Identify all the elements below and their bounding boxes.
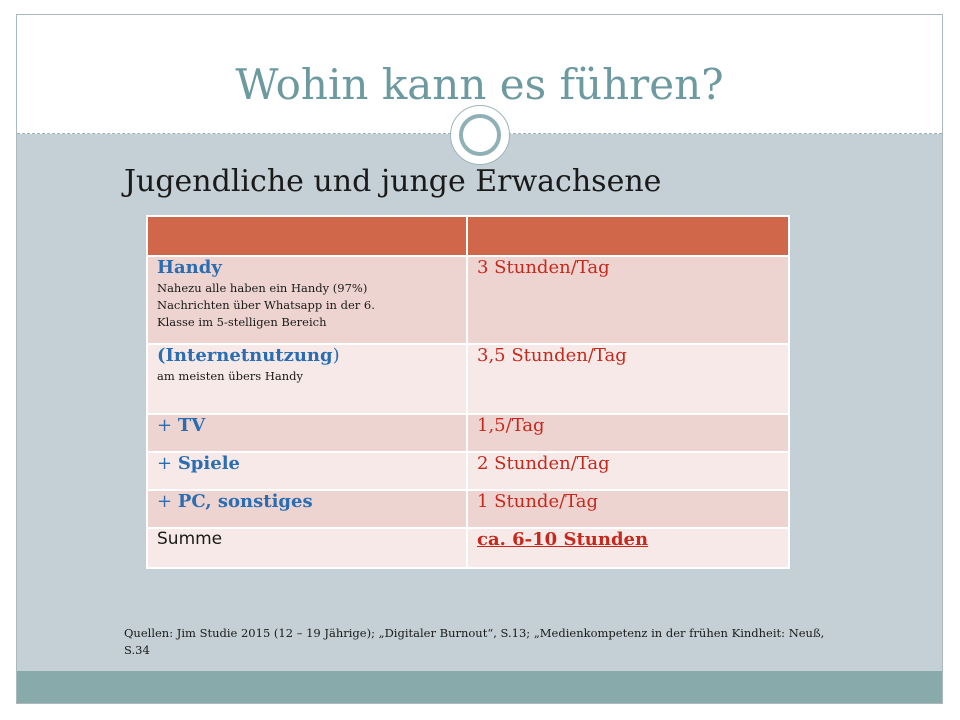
sources-note: Quellen: Jim Studie 2015 (12 – 19 Jährig… (124, 626, 825, 657)
row-note: Nachrichten über Whatsapp in der 6. (157, 298, 375, 312)
row-label-cell: + TV (146, 413, 468, 453)
row-label: (Internetnutzung (157, 345, 333, 366)
row-value: 1,5/Tag (477, 415, 545, 436)
row-label-paren: ) (332, 345, 340, 366)
row-note: Klasse im 5-stelligen Bereich (157, 315, 327, 329)
header-cell-left (146, 215, 468, 257)
table-sum-row: Summe ca. 6-10 Stunden (146, 527, 790, 569)
ring-ornament (450, 105, 510, 165)
row-value: 2 Stunden/Tag (477, 453, 610, 474)
table-row: (Internetnutzung) am meisten übers Handy… (146, 343, 790, 415)
row-value-cell: 3 Stunden/Tag (466, 255, 790, 345)
table-row: + Spiele 2 Stunden/Tag (146, 451, 790, 491)
row-label-cell: + PC, sonstiges (146, 489, 468, 529)
table-row: + PC, sonstiges 1 Stunde/Tag (146, 489, 790, 529)
row-label-cell: Summe (146, 527, 468, 569)
row-label: Spiele (177, 453, 240, 474)
sum-value: ca. 6-10 Stunden (477, 529, 649, 550)
header-cell-right (466, 215, 790, 257)
table-row: + TV 1,5/Tag (146, 413, 790, 453)
row-value-cell: 1,5/Tag (466, 413, 790, 453)
row-label: Handy (157, 257, 222, 278)
row-label-cell: Handy Nahezu alle haben ein Handy (97%) … (146, 255, 468, 345)
slide-frame (16, 14, 943, 704)
row-label-cell: (Internetnutzung) am meisten übers Handy (146, 343, 468, 415)
slide-title: Wohin kann es führen? (235, 60, 724, 109)
usage-table: Handy Nahezu alle haben ein Handy (97%) … (146, 215, 790, 569)
ring-inner (459, 114, 501, 156)
row-value-cell: 2 Stunden/Tag (466, 451, 790, 491)
sum-label: Summe (157, 529, 223, 549)
row-value-cell: 3,5 Stunden/Tag (466, 343, 790, 415)
table-header-row (146, 215, 790, 257)
row-value: 3,5 Stunden/Tag (477, 345, 627, 366)
slide-subtitle: Jugendliche und junge Erwachsene (124, 164, 662, 199)
row-label: PC, sonstiges (177, 491, 313, 512)
row-value: 1 Stunde/Tag (477, 491, 599, 512)
row-label-prefix: + (157, 415, 178, 436)
row-label-prefix: + (157, 453, 178, 474)
row-value: 3 Stunden/Tag (477, 257, 610, 278)
row-note: Nahezu alle haben ein Handy (97%) (157, 281, 368, 295)
row-label-cell: + Spiele (146, 451, 468, 491)
row-value-cell: 1 Stunde/Tag (466, 489, 790, 529)
row-note: am meisten übers Handy (157, 369, 303, 383)
row-value-cell: ca. 6-10 Stunden (466, 527, 790, 569)
row-label-prefix: + (157, 491, 178, 512)
footer-bar (17, 671, 942, 703)
row-label: TV (177, 415, 206, 436)
table-row: Handy Nahezu alle haben ein Handy (97%) … (146, 255, 790, 345)
